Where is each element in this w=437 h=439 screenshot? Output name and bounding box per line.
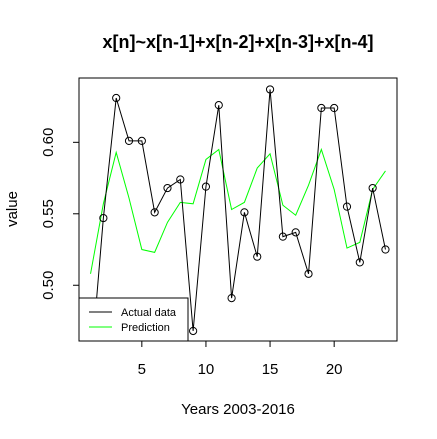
legend-box <box>78 297 189 342</box>
data-point <box>278 232 287 241</box>
data-point <box>137 136 146 145</box>
series-line-actual <box>92 89 386 341</box>
data-point <box>355 258 364 267</box>
data-point <box>87 367 94 374</box>
x-axis-label: Years 2003-2016 <box>181 401 295 418</box>
plot-frame <box>78 77 398 342</box>
data-point <box>317 103 326 113</box>
y-tick-label: 0.55 <box>40 199 57 228</box>
x-tick-label: 5 <box>138 361 146 378</box>
data-point <box>291 228 300 237</box>
plot-area <box>87 85 390 374</box>
data-point <box>201 182 211 191</box>
x-tick-label: 20 <box>326 361 343 378</box>
data-point <box>240 208 249 217</box>
data-point <box>189 326 198 336</box>
data-point <box>330 103 339 113</box>
data-point <box>176 175 185 184</box>
y-tick-label: 0.60 <box>40 128 57 157</box>
y-tick-label: 0.50 <box>40 271 57 300</box>
x-tick-label: 15 <box>262 361 279 378</box>
data-point <box>368 183 377 193</box>
data-point <box>112 93 121 103</box>
legend-label-prediction: Prediction <box>121 322 170 334</box>
legend-label-actual: Actual data <box>121 307 177 319</box>
x-tick-label: 10 <box>198 361 215 378</box>
data-point <box>304 269 313 278</box>
data-point <box>265 85 275 94</box>
data-point <box>381 245 390 254</box>
data-point <box>124 136 134 145</box>
data-point <box>99 213 108 223</box>
data-point <box>163 183 172 193</box>
data-point <box>214 101 223 110</box>
legend: Actual data Prediction <box>78 297 189 342</box>
data-point <box>253 252 262 261</box>
series-line-prediction <box>90 147 386 274</box>
data-point <box>227 294 236 303</box>
chart-title: x[n]~x[n-1]+x[n-2]+x[n-3]+x[n-4] <box>102 32 373 52</box>
data-point <box>342 202 352 211</box>
y-axis-label: value <box>4 191 21 227</box>
data-point <box>150 208 159 217</box>
